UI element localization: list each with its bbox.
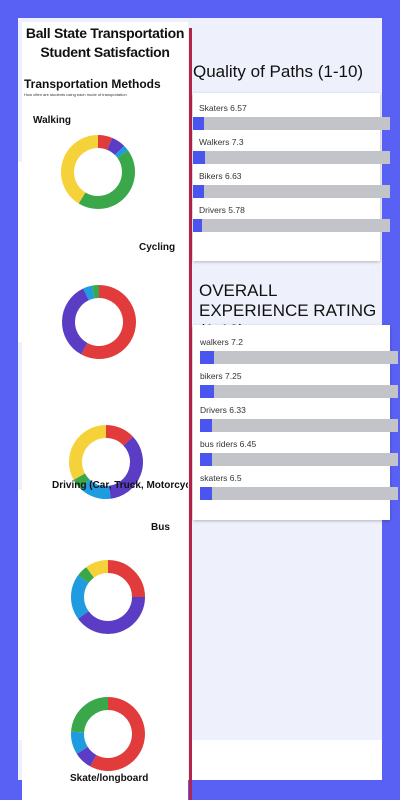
chart-title: Skate/longboard — [70, 773, 149, 784]
donut-slice — [62, 288, 90, 355]
donut-slice — [78, 596, 145, 634]
metric-label: Bikers 6.63 — [199, 171, 242, 181]
donut-slice — [71, 697, 109, 733]
poster-title-line: Ball State Transportation — [25, 25, 185, 41]
poster-subheading: How often are students using each mode o… — [24, 92, 127, 97]
donut-slice — [108, 436, 143, 499]
donut-slice — [83, 285, 95, 301]
metric-bar-fill — [200, 453, 212, 466]
metric-bar-track — [193, 117, 390, 130]
infographic-poster: Ball State Transportation Student Satisf… — [22, 22, 188, 800]
donut-slice — [78, 567, 95, 584]
metric-label: Skaters 6.57 — [199, 103, 247, 113]
metric-bar-track — [200, 487, 398, 500]
metric-label: walkers 7.2 — [200, 337, 243, 347]
poster-heading: Transportation Methods — [24, 77, 161, 91]
donut-slice — [81, 285, 136, 359]
donut-slice — [71, 731, 88, 754]
metric-bar-fill — [200, 487, 212, 500]
quality-card: Skaters 6.57 Walkers 7.3 Bikers 6.63 Driver… — [193, 93, 390, 261]
donut-slice — [92, 285, 100, 299]
poster-title-line: Student Satisfaction — [40, 44, 170, 60]
metric-bar-fill — [200, 419, 212, 432]
metric-label: skaters 6.5 — [200, 473, 242, 483]
donut-slice — [76, 746, 97, 767]
donut-slice — [71, 575, 89, 619]
metric-label: bus riders 6.45 — [200, 439, 257, 449]
metric-label: bikers 7.25 — [200, 371, 242, 381]
donut-slice — [106, 137, 125, 156]
metric-bar-track — [200, 385, 398, 398]
donut-slice — [105, 425, 133, 446]
donut-slice — [107, 560, 145, 598]
donut-slice — [80, 479, 111, 499]
metric-bar-fill — [200, 351, 214, 364]
metric-label: Walkers 7.3 — [199, 137, 244, 147]
metric-bar-track — [200, 351, 398, 364]
metric-bar-track — [193, 219, 390, 232]
chart-title: Bus — [151, 522, 170, 533]
panel-strip — [192, 740, 382, 780]
metric-bar-track — [193, 151, 390, 164]
chart-title: Cycling — [139, 242, 176, 253]
chart-card — [40, 667, 180, 797]
chart-title: Driving (Car, Truck, Motorcycle) — [52, 480, 188, 491]
donut-chart — [61, 135, 135, 209]
panel-strip — [18, 490, 24, 740]
metric-label: Drivers 6.33 — [200, 405, 246, 415]
metric-bar-fill — [193, 151, 205, 164]
donut-slice — [78, 150, 135, 209]
poster-title: Ball State Transportation Student Satisf… — [22, 24, 188, 62]
quality-section-title: Quality of Paths (1-10) — [193, 62, 364, 81]
donut-slice — [114, 145, 128, 158]
donut-slice — [73, 473, 90, 489]
metric-bar-track — [200, 453, 398, 466]
vertical-divider — [189, 28, 192, 800]
donut-slice — [86, 560, 109, 578]
metric-bar-track — [193, 185, 390, 198]
metric-label: Drivers 5.78 — [199, 205, 245, 215]
donut-chart — [71, 560, 145, 634]
metric-bar-fill — [193, 185, 204, 198]
donut-slice — [61, 135, 99, 204]
chart-title: Walking — [33, 115, 71, 126]
metric-bar-fill — [200, 385, 214, 398]
chart-card — [30, 112, 178, 242]
chart-card — [34, 517, 182, 665]
donut-slice — [90, 697, 145, 771]
metric-bar-track — [200, 419, 398, 432]
donut-chart — [71, 697, 145, 771]
donut-chart — [69, 425, 143, 499]
metric-bar-fill — [193, 117, 204, 130]
panel-strip — [18, 162, 24, 342]
overall-card: walkers 7.2 bikers 7.25 Drivers 6.33 bus ri… — [193, 325, 398, 520]
donut-slice — [97, 135, 113, 150]
donut-chart — [62, 285, 136, 359]
donut-slice — [69, 425, 107, 480]
metric-bar-fill — [193, 219, 202, 232]
